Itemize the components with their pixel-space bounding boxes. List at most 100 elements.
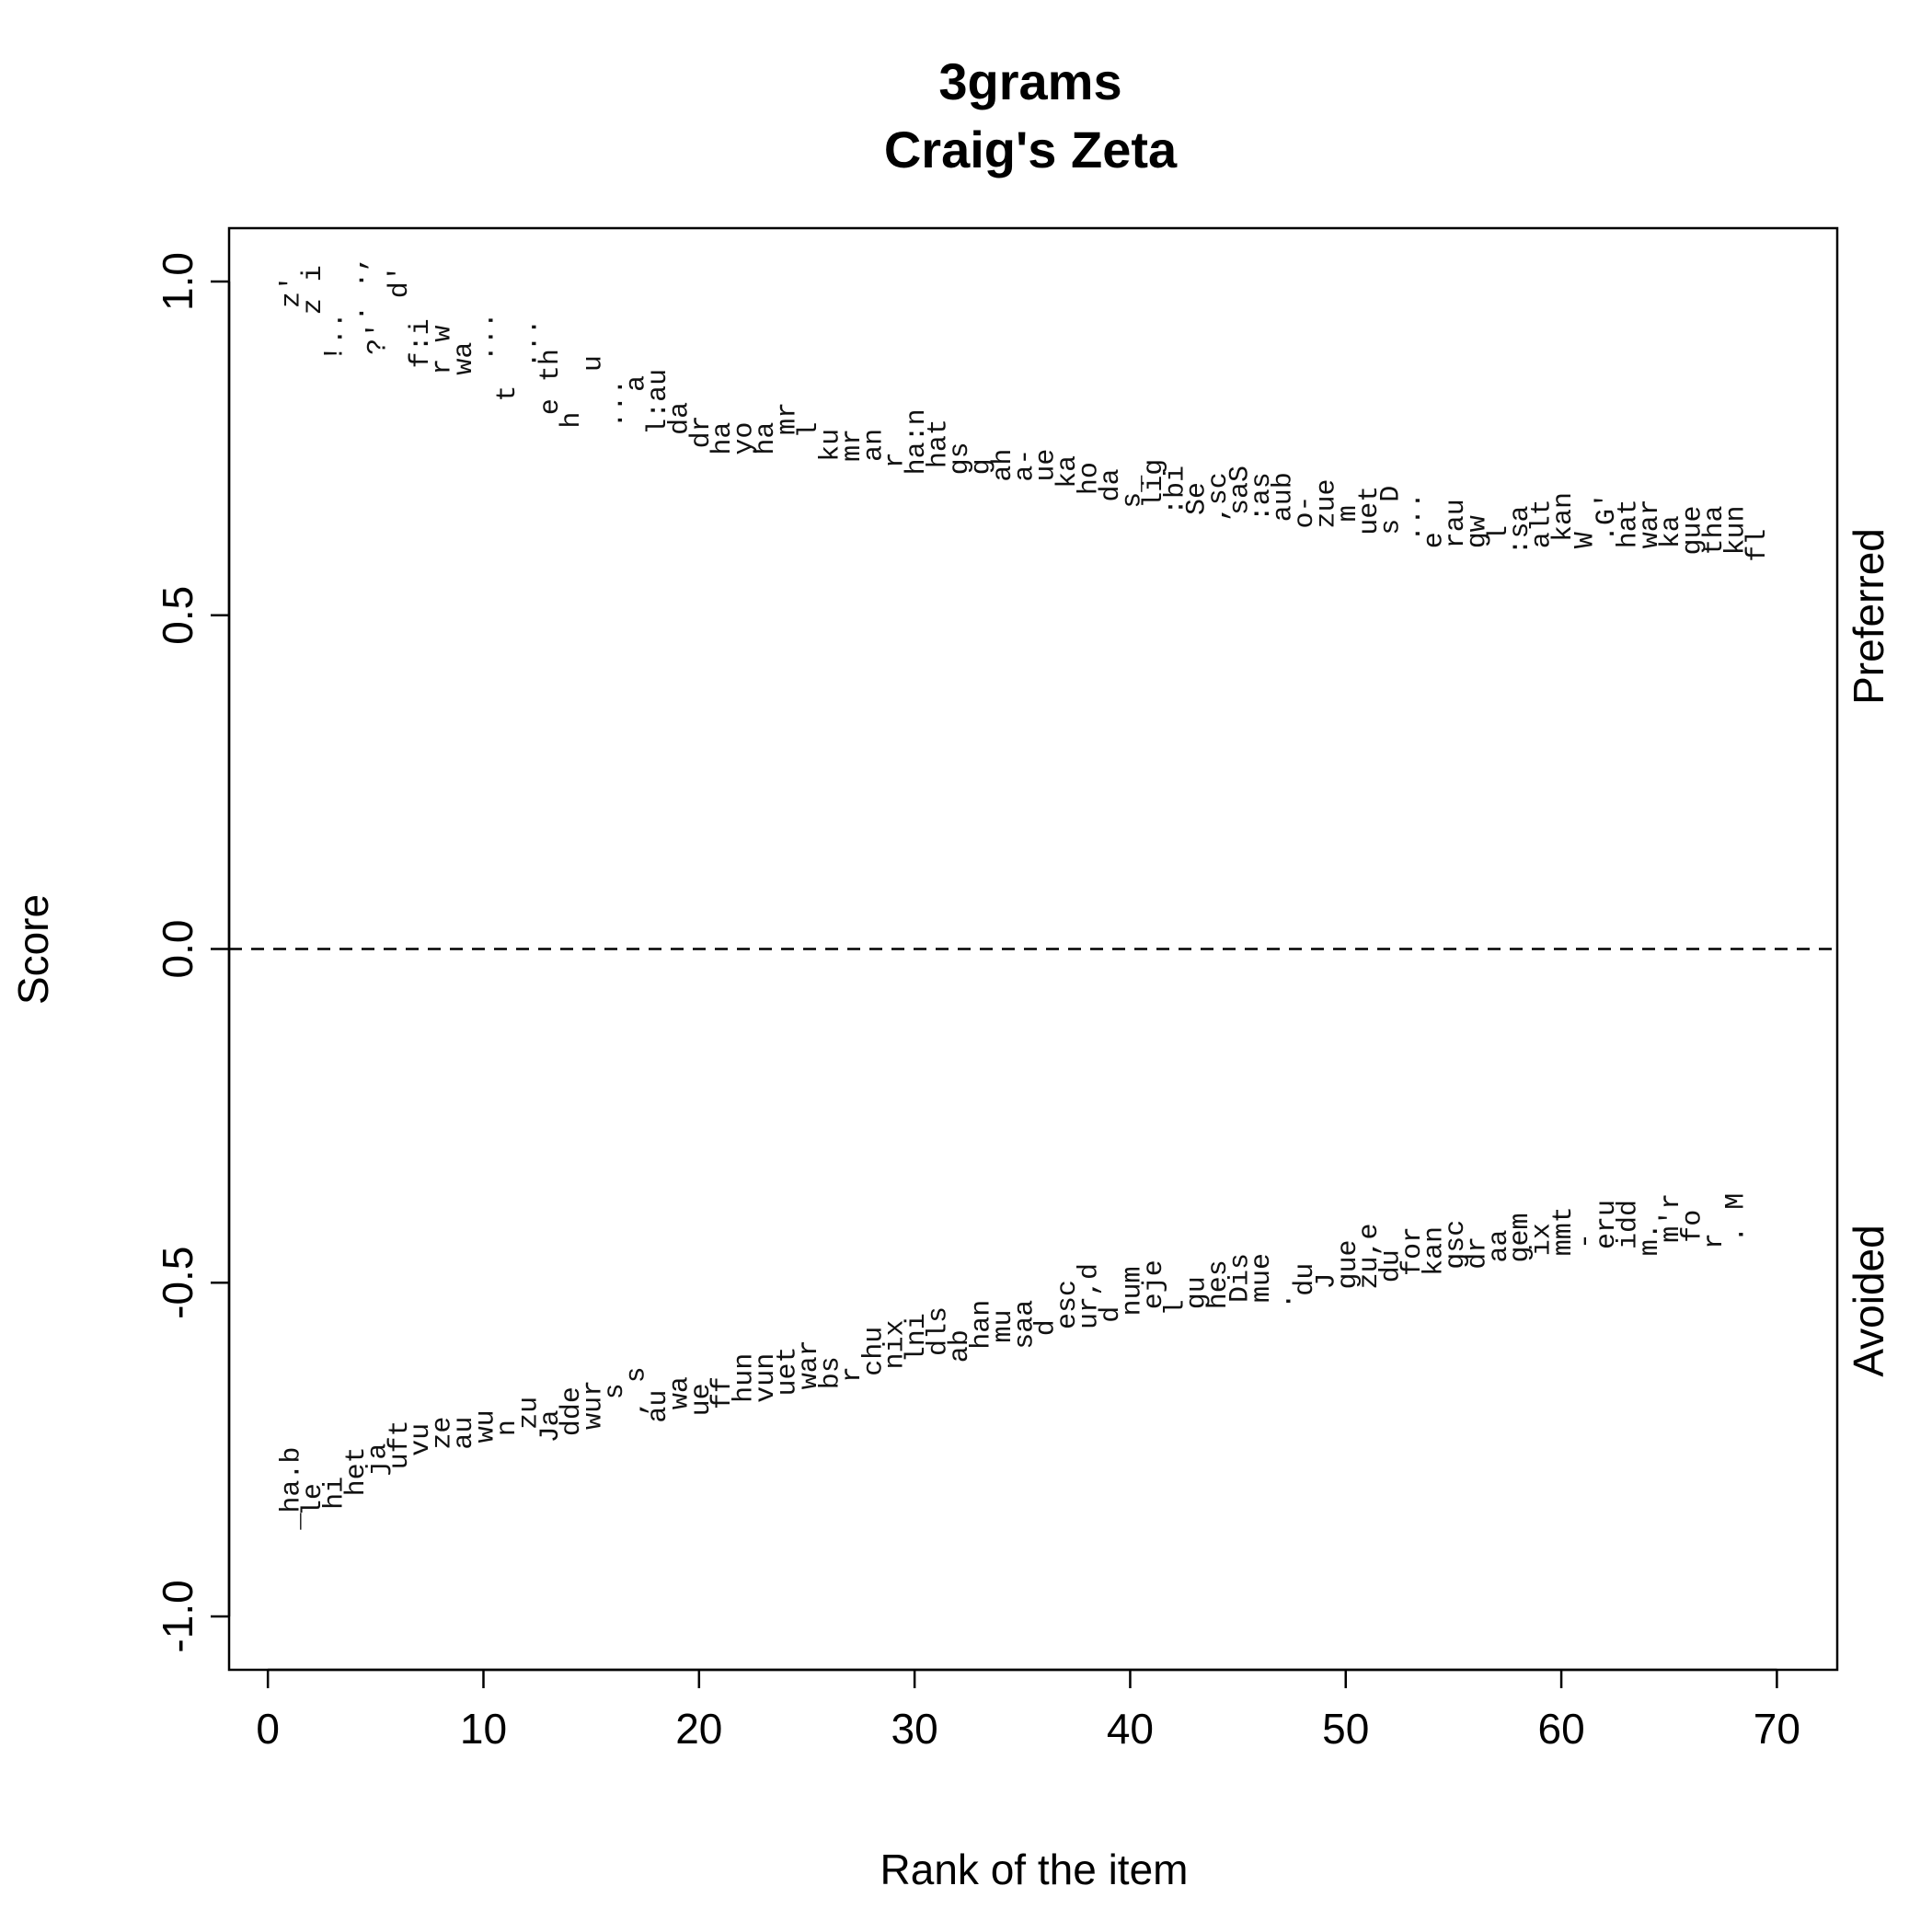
item-label: !.. — [319, 295, 351, 362]
chart-title: 3grams — [938, 52, 1121, 110]
y-tick-label: 0.0 — [154, 920, 201, 979]
item-label: du — [1376, 1249, 1408, 1282]
item-label: ka — [1656, 515, 1687, 548]
item-label: t — [492, 369, 523, 402]
item-label: s D — [1376, 486, 1408, 535]
item-label: g — [966, 442, 997, 475]
y-axis-title: Score — [9, 894, 57, 1005]
item-label: alt — [1527, 499, 1558, 548]
item-label: war — [1635, 499, 1666, 548]
item-label: dr — [1462, 1236, 1493, 1270]
item-label: f:i — [406, 318, 437, 368]
item-label: mr — [837, 429, 868, 462]
item-label: wa — [449, 342, 480, 375]
item-label: kun — [1721, 505, 1753, 555]
item-label: ?' — [362, 305, 394, 355]
item-labels-layer: z' z i!.. . ., ?' d'f:ir wwa... t ... e … — [277, 239, 1774, 1531]
item-label: war — [794, 1340, 825, 1389]
item-label: ix — [1527, 1223, 1558, 1256]
item-label: m — [1333, 489, 1364, 522]
item-label: m'r — [1656, 1193, 1687, 1243]
item-label: ... — [1397, 476, 1429, 542]
item-label: ha — [707, 422, 739, 455]
item-label: dr — [686, 415, 718, 448]
item-label: ku — [815, 429, 846, 462]
x-tick-label: 70 — [1754, 1705, 1800, 1753]
item-label: mu — [988, 1310, 1019, 1343]
x-tick-label: 10 — [460, 1705, 507, 1753]
item-label: eje — [1139, 1259, 1170, 1309]
item-label: gs — [945, 442, 976, 475]
item-label: gw — [1462, 515, 1493, 548]
item-label: r — [837, 1350, 868, 1383]
item-label: :as — [1247, 472, 1278, 522]
x-tick-label: 50 — [1322, 1705, 1369, 1753]
item-label: hat — [924, 419, 955, 468]
item-label: ab — [945, 1329, 976, 1363]
item-label: rau — [1441, 499, 1472, 548]
item-label: yo — [730, 422, 761, 455]
item-label: for — [1397, 1226, 1429, 1276]
x-axis-title: Rank of the item — [880, 1846, 1189, 1893]
item-label: d' — [385, 265, 416, 315]
item-label: a- — [1009, 432, 1041, 482]
y-tick-label: -1.0 — [154, 1580, 201, 1652]
item-label: e — [1419, 515, 1450, 548]
y-tick-label: 1.0 — [154, 252, 201, 311]
item-label: zu — [513, 1397, 545, 1430]
item-label: du — [1290, 1263, 1321, 1296]
item-label: an — [858, 429, 890, 462]
x-tick-label: 40 — [1107, 1705, 1154, 1753]
item-label: wu — [470, 1409, 501, 1443]
item-label: gu — [1182, 1276, 1213, 1309]
item-label: han — [966, 1300, 997, 1350]
item-label: da — [1096, 468, 1127, 501]
item-label: dls — [924, 1306, 955, 1356]
item-label: hat — [1613, 499, 1644, 548]
item-label: uet — [1354, 486, 1386, 535]
item-label: idd — [1613, 1200, 1644, 1249]
item-label: wur — [579, 1380, 610, 1430]
item-label: z i — [298, 265, 329, 315]
item-label: aa — [1484, 1229, 1515, 1262]
item-label: lig — [1139, 459, 1170, 509]
x-tick-label: 30 — [891, 1705, 938, 1753]
item-label: s — [600, 1383, 631, 1416]
item-label: fo — [1678, 1210, 1709, 1243]
item-label: kan — [1548, 492, 1580, 542]
item-label: ja — [362, 1427, 394, 1477]
item-label: ... — [600, 362, 631, 429]
item-label: mmt — [1548, 1206, 1580, 1256]
item-label: au — [449, 1417, 480, 1450]
item-label: kan — [1419, 1226, 1450, 1276]
item-label: het — [341, 1446, 373, 1496]
item-label: Dis — [1225, 1253, 1257, 1303]
item-label: saS — [1225, 466, 1257, 515]
item-label: da — [664, 402, 696, 435]
item-label: hun — [730, 1353, 761, 1403]
avoided-margin-label: Avoided — [1845, 1225, 1892, 1376]
item-label: zue — [1311, 478, 1342, 528]
item-label: num — [1117, 1266, 1148, 1316]
item-label: ha:n — [902, 408, 933, 475]
item-label: u — [579, 355, 610, 388]
x-axis: 0 10 20 30 40 50 60 70 — [256, 1668, 1800, 1753]
item-label: fl — [1742, 512, 1774, 562]
item-label: dde — [557, 1386, 588, 1436]
item-label: - — [1570, 1216, 1602, 1249]
item-label: lni — [902, 1313, 933, 1363]
item-label: ue — [686, 1383, 718, 1416]
item-label: uet — [773, 1347, 804, 1397]
item-label: ue — [1031, 449, 1063, 482]
item-label: s_ — [1117, 475, 1148, 509]
y-tick-label: 0.5 — [154, 586, 201, 645]
item-label: ... — [513, 302, 545, 368]
item-label: bs — [815, 1356, 846, 1389]
item-label: ... — [470, 295, 501, 362]
item-label: h — [557, 396, 588, 429]
item-label: wa — [664, 1376, 696, 1409]
item-label: saa — [1009, 1300, 1041, 1350]
item-label: _ha.b — [277, 1447, 308, 1531]
item-label: a — [622, 375, 653, 408]
